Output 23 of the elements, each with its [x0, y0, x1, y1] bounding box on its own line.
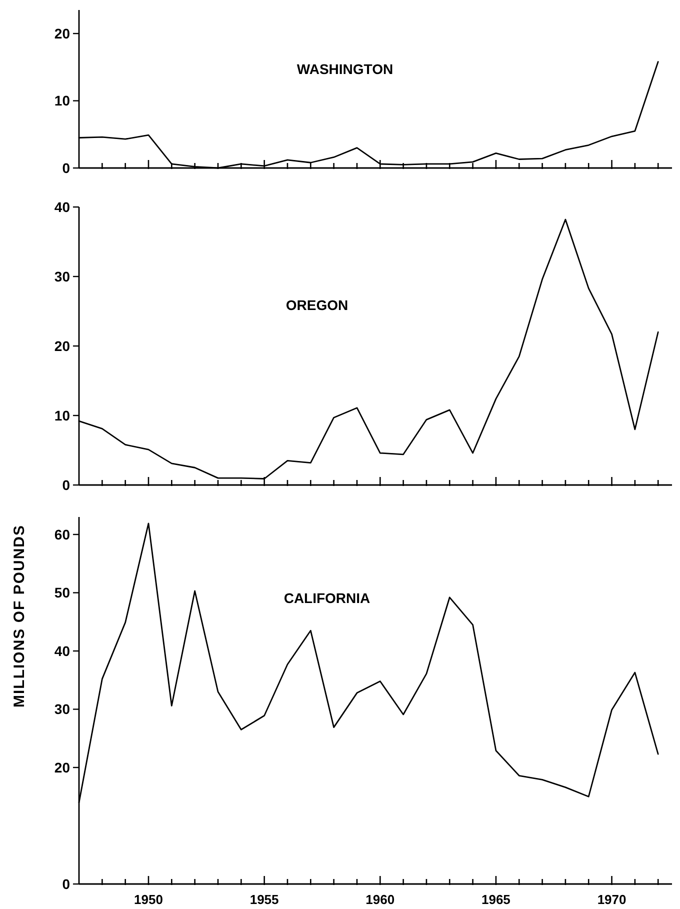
y-tick-label: 30: [54, 268, 70, 284]
y-tick-label: 20: [54, 759, 70, 776]
y-tick-label: 0: [62, 160, 70, 176]
text: WASHINGTON: [296, 61, 394, 77]
text: CALIFORNIA: [284, 590, 370, 606]
y-tick-label: 40: [54, 198, 70, 215]
x-tick-label: 1965: [481, 892, 510, 907]
y-tick-label: 10: [54, 407, 70, 424]
x-tick-label: 1955: [250, 892, 279, 907]
y-tick-label: 40: [54, 642, 70, 659]
y-tick-label: 50: [54, 584, 70, 601]
x-tick-label: 1950: [134, 892, 163, 907]
y-tick-label: 20: [54, 338, 70, 354]
text: OREGON: [286, 297, 348, 313]
y-axis-title: MILLIONS OF POUNDS: [11, 524, 28, 708]
y-tick-label: 0: [62, 876, 70, 892]
x-tick-label: 1960: [366, 892, 395, 907]
y-tick-label: 0: [62, 476, 70, 493]
y-tick-label: 30: [54, 701, 70, 718]
x-tick-label: 1970: [597, 892, 626, 907]
y-tick-label: 10: [54, 92, 70, 109]
y-tick-label: 20: [54, 25, 70, 42]
y-tick-label: 60: [54, 526, 70, 542]
